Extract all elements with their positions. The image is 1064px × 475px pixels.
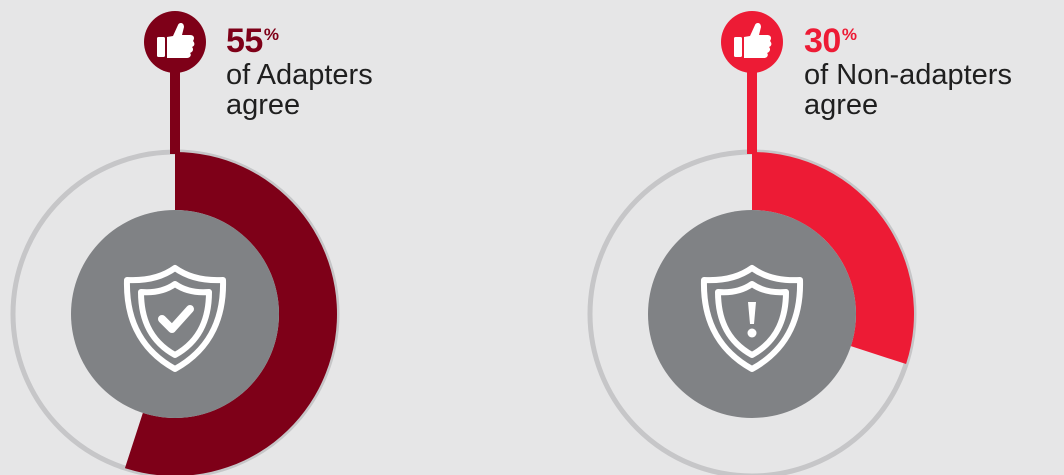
stat-caption-line2: agree	[804, 89, 879, 121]
stat-value: 55%	[226, 24, 496, 58]
donut-chart-adapters	[10, 11, 340, 475]
donut-center-disc	[71, 210, 279, 418]
stat-value: 30%	[804, 24, 1064, 58]
donut-chart-non-adapters	[587, 11, 917, 475]
stat-caption: of Non-adapters agree	[804, 60, 1064, 120]
stat-caption-line2: agree	[226, 89, 301, 121]
stat-caption: of Adapters agree	[226, 60, 496, 120]
stat-percent-sign: %	[841, 25, 857, 44]
stat-percentage: 30	[804, 22, 841, 60]
donut-value-arc	[124, 152, 337, 475]
thumbs-up-icon	[734, 22, 772, 58]
stat-percentage: 55	[226, 22, 263, 60]
stat-percent-sign: %	[263, 25, 279, 44]
thumbs-up-icon	[157, 22, 195, 58]
shield-exclamation-icon	[700, 265, 804, 372]
stat-caption-line1: of Non-adapters	[804, 59, 1012, 91]
stat-block-non-adapters: 30% of Non-adapters agree	[804, 24, 1064, 120]
stat-caption-line1: of Adapters	[226, 59, 373, 91]
donut-value-arc	[752, 152, 914, 365]
shield-check-icon	[123, 265, 227, 372]
stat-block-adapters: 55% of Adapters agree	[226, 24, 496, 120]
